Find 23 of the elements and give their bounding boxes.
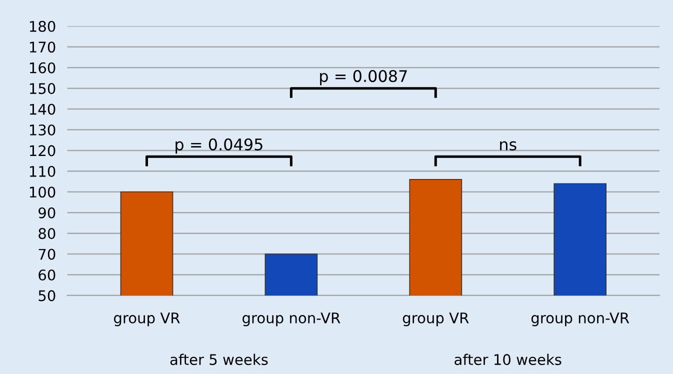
- y-tick-label: 170: [30, 42, 56, 53]
- annotation: p = 0.0087: [320, 70, 407, 86]
- y-tick-label: 150: [30, 83, 56, 94]
- x-tick-label: group non-VR: [242, 312, 340, 326]
- text: after 10 weeks: [454, 354, 562, 366]
- y-tick-label: 60: [38, 269, 56, 280]
- y-tick-label: 50: [38, 290, 56, 302]
- y-tick-label: 110: [30, 166, 56, 177]
- y-tick-label: 100: [30, 186, 56, 198]
- x-tick-label: group non-VR: [531, 312, 630, 326]
- y-tick-label: 180: [30, 20, 56, 32]
- text: after 5 weeks: [170, 354, 268, 366]
- y-tick-label: 160: [30, 62, 56, 74]
- x-tick-label: group VR: [402, 312, 469, 326]
- y-tick-label: 130: [30, 124, 56, 136]
- y-tick-label: 90: [38, 207, 56, 218]
- annotation: p = 0.0495: [176, 138, 262, 154]
- annotation: ns: [500, 141, 516, 150]
- y-tick-label: 80: [38, 228, 56, 240]
- y-tick-label: 70: [38, 248, 56, 260]
- y-tick-label: 120: [30, 145, 56, 156]
- y-tick-label: 140: [30, 104, 56, 115]
- x-tick-label: group VR: [114, 312, 180, 326]
